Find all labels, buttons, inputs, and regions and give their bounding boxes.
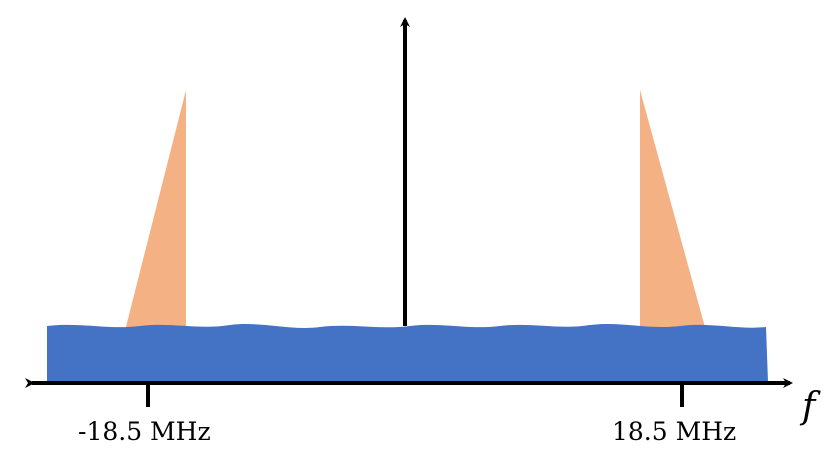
left-signal-spectrum (112, 90, 186, 382)
noise-band (47, 323, 768, 382)
right-tick-label: 18.5 MHz (612, 417, 736, 446)
left-tick-label: -18.5 MHz (78, 417, 211, 446)
frequency-axis-label: f (799, 386, 821, 427)
right-signal-spectrum (640, 90, 720, 382)
